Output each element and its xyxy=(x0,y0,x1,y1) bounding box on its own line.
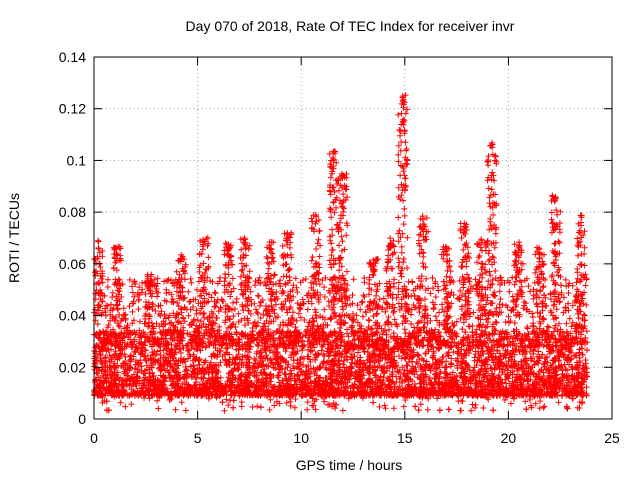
data-point xyxy=(95,374,102,381)
data-point xyxy=(184,372,191,379)
data-point xyxy=(348,372,355,379)
data-points xyxy=(91,92,591,414)
data-point xyxy=(401,354,408,361)
data-point xyxy=(400,403,407,410)
data-point xyxy=(570,352,577,359)
data-point xyxy=(424,406,431,413)
data-point xyxy=(94,370,101,377)
data-point xyxy=(224,350,231,357)
data-point xyxy=(271,402,278,409)
data-point xyxy=(485,372,492,379)
data-point xyxy=(172,406,179,413)
data-point xyxy=(122,403,129,410)
data-point xyxy=(154,397,161,404)
data-point xyxy=(471,354,478,361)
